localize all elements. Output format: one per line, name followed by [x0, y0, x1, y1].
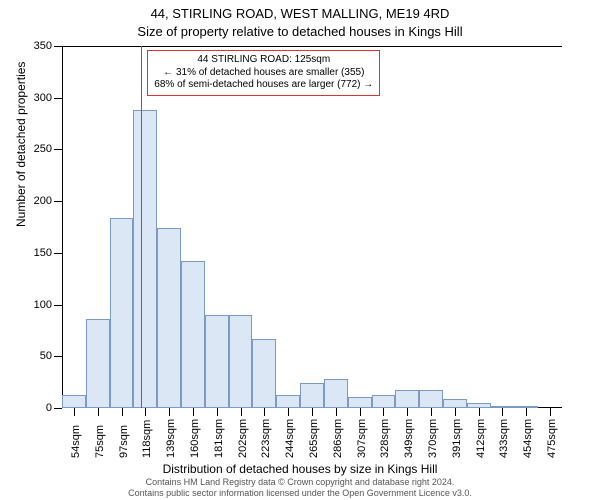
x-tick-label: 223sqm: [260, 419, 272, 458]
x-tick: [217, 408, 218, 416]
y-tick: [54, 201, 62, 202]
y-tick: [54, 98, 62, 99]
y-tick: [54, 253, 62, 254]
x-tick: [431, 408, 432, 416]
x-tick-label: 75sqm: [94, 425, 106, 458]
y-tick-label: 350: [34, 40, 52, 52]
x-tick: [502, 408, 503, 416]
y-tick: [54, 46, 62, 47]
x-tick-label: 412sqm: [475, 419, 487, 458]
x-tick: [383, 408, 384, 416]
y-tick-label: 150: [34, 247, 52, 259]
x-tick-label: 307sqm: [356, 419, 368, 458]
x-tick-label: 370sqm: [427, 419, 439, 458]
plot-area: 05010015020025030035054sqm75sqm97sqm118s…: [62, 46, 562, 408]
x-tick: [193, 408, 194, 416]
histogram-bar: [324, 379, 348, 408]
footer: Contains HM Land Registry data © Crown c…: [0, 477, 600, 498]
axis-border-top: [62, 46, 562, 47]
x-tick: [336, 408, 337, 416]
y-tick-label: 0: [46, 402, 52, 414]
x-tick-label: 181sqm: [213, 419, 225, 458]
histogram-bar: [62, 395, 86, 408]
x-tick-label: 265sqm: [308, 419, 320, 458]
y-tick-label: 100: [34, 299, 52, 311]
x-tick-label: 475sqm: [546, 419, 558, 458]
histogram-bar: [252, 339, 276, 408]
histogram-bar: [300, 383, 324, 408]
x-tick-label: 202sqm: [237, 419, 249, 458]
histogram-bar: [419, 390, 443, 408]
histogram-bar: [276, 395, 300, 408]
x-tick-label: 286sqm: [332, 419, 344, 458]
y-tick: [54, 305, 62, 306]
x-tick: [169, 408, 170, 416]
y-axis-label: Number of detached properties: [14, 62, 28, 227]
histogram-bar: [110, 218, 134, 408]
x-tick: [74, 408, 75, 416]
annotation-box: 44 STIRLING ROAD: 125sqm← 31% of detache…: [147, 50, 380, 96]
x-tick-label: 54sqm: [70, 425, 82, 458]
y-tick: [54, 356, 62, 357]
reference-line: [141, 46, 142, 408]
x-tick: [360, 408, 361, 416]
x-tick: [241, 408, 242, 416]
x-tick-label: 433sqm: [498, 419, 510, 458]
y-tick: [54, 408, 62, 409]
x-tick: [407, 408, 408, 416]
histogram-bar: [348, 397, 372, 408]
y-tick-label: 50: [40, 350, 52, 362]
chart-container: 44, STIRLING ROAD, WEST MALLING, ME19 4R…: [0, 0, 600, 500]
x-tick: [312, 408, 313, 416]
histogram-bar: [205, 315, 229, 408]
x-axis-label: Distribution of detached houses by size …: [0, 462, 600, 476]
x-tick-label: 349sqm: [403, 419, 415, 458]
histogram-bar: [395, 390, 419, 408]
x-tick: [264, 408, 265, 416]
footer-line1: Contains HM Land Registry data © Crown c…: [146, 477, 455, 487]
x-tick-label: 454sqm: [522, 419, 534, 458]
y-tick-label: 200: [34, 195, 52, 207]
x-tick-label: 328sqm: [379, 419, 391, 458]
annotation-line: ← 31% of detached houses are smaller (35…: [154, 67, 373, 80]
y-tick-label: 300: [34, 92, 52, 104]
histogram-bar: [181, 261, 205, 408]
x-tick: [288, 408, 289, 416]
x-tick: [550, 408, 551, 416]
histogram-bar: [372, 395, 396, 408]
y-tick-label: 250: [34, 143, 52, 155]
histogram-bar: [229, 315, 253, 408]
chart-title-address: 44, STIRLING ROAD, WEST MALLING, ME19 4R…: [0, 6, 600, 21]
footer-line2: Contains public sector information licen…: [128, 488, 472, 498]
histogram-bar: [157, 228, 181, 408]
x-tick: [526, 408, 527, 416]
x-tick-label: 118sqm: [141, 420, 153, 458]
x-tick-label: 139sqm: [165, 419, 177, 458]
x-tick-label: 391sqm: [451, 419, 463, 458]
x-tick-label: 160sqm: [189, 419, 201, 458]
x-tick: [122, 408, 123, 416]
x-tick: [98, 408, 99, 416]
x-tick: [455, 408, 456, 416]
annotation-line: 68% of semi-detached houses are larger (…: [154, 79, 373, 92]
x-tick: [479, 408, 480, 416]
annotation-line: 44 STIRLING ROAD: 125sqm: [154, 54, 373, 67]
x-tick-label: 244sqm: [284, 419, 296, 458]
y-tick: [54, 149, 62, 150]
histogram-bar: [86, 319, 110, 408]
histogram-bar: [443, 399, 467, 408]
chart-subtitle: Size of property relative to detached ho…: [0, 24, 600, 39]
axis-border-left: [62, 46, 63, 408]
histogram-bar: [133, 110, 157, 408]
x-tick-label: 97sqm: [118, 425, 130, 458]
x-tick: [145, 408, 146, 416]
